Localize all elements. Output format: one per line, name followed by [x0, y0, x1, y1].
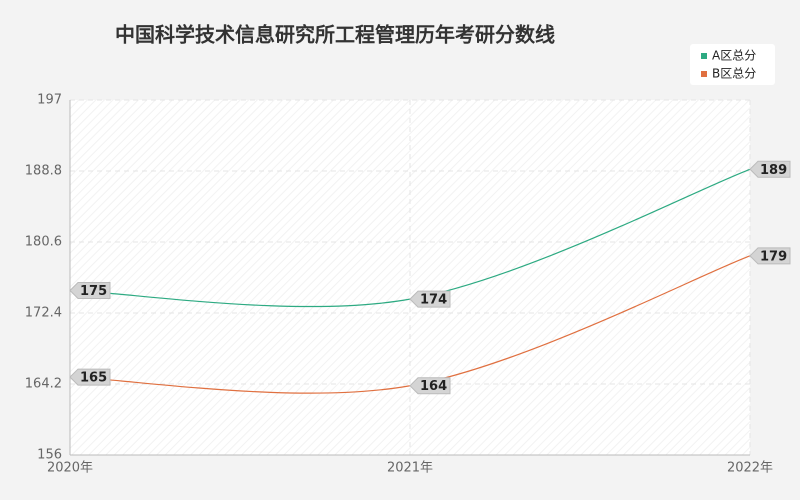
y-tick-label: 188.8: [25, 164, 62, 179]
value-label: 164: [420, 379, 447, 394]
value-label-tag: [409, 377, 451, 395]
legend-label: B区总分: [712, 67, 756, 81]
x-tick-label: 2022年: [727, 461, 773, 476]
value-label: 179: [760, 249, 787, 264]
plot-area: [70, 100, 750, 455]
legend: [690, 44, 775, 85]
y-tick-label: 197: [37, 93, 62, 108]
value-label: 189: [760, 163, 787, 178]
value-label-tag: [69, 281, 111, 299]
chart-title: 中国科学技术信息研究所工程管理历年考研分数线: [115, 23, 555, 47]
y-tick-label: 180.6: [25, 235, 62, 250]
value-label-tag: [69, 368, 111, 386]
legend-label: A区总分: [712, 49, 756, 63]
legend-swatch: [701, 53, 707, 59]
x-tick-label: 2021年: [387, 461, 433, 476]
y-tick-label: 172.4: [25, 306, 62, 321]
y-tick-label: 156: [37, 448, 62, 463]
x-tick-label: 2020年: [47, 461, 93, 476]
y-tick-label: 164.2: [25, 377, 62, 392]
value-label-tag: [409, 290, 451, 308]
value-label: 165: [80, 371, 107, 386]
value-label-tag: [749, 247, 791, 265]
legend-swatch: [701, 71, 707, 77]
value-label-tag: [749, 160, 791, 178]
value-label: 174: [420, 293, 447, 308]
value-label: 175: [80, 284, 107, 299]
